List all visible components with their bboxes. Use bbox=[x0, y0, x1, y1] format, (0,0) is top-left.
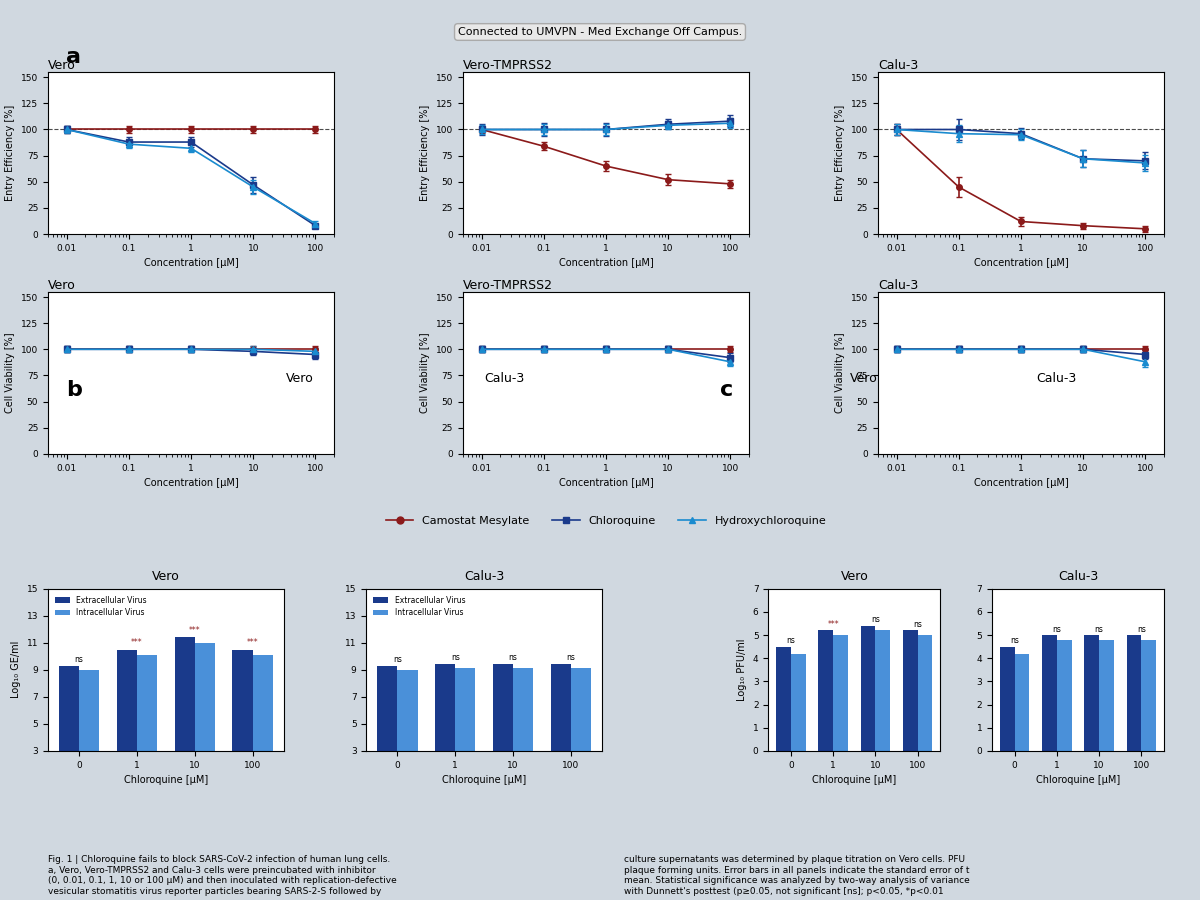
Bar bbox=[233, 650, 253, 791]
Bar bbox=[791, 653, 805, 751]
Bar bbox=[1099, 640, 1114, 751]
Bar bbox=[514, 669, 533, 791]
Text: ***: *** bbox=[247, 638, 258, 647]
Bar bbox=[1141, 640, 1156, 751]
Text: Calu-3: Calu-3 bbox=[878, 59, 918, 72]
Text: ***: *** bbox=[190, 626, 200, 635]
Title: Vero: Vero bbox=[152, 571, 180, 583]
X-axis label: Concentration [μM]: Concentration [μM] bbox=[559, 258, 653, 268]
Text: ns: ns bbox=[451, 653, 460, 662]
X-axis label: Concentration [μM]: Concentration [μM] bbox=[144, 478, 239, 488]
Text: c: c bbox=[720, 380, 733, 400]
Text: ***: *** bbox=[131, 638, 143, 647]
Text: ns: ns bbox=[392, 654, 402, 663]
Bar bbox=[194, 643, 215, 791]
Title: Calu-3: Calu-3 bbox=[464, 571, 504, 583]
Y-axis label: Entry Efficiency [%]: Entry Efficiency [%] bbox=[835, 105, 845, 201]
X-axis label: Chloroquine [μM]: Chloroquine [μM] bbox=[812, 775, 896, 785]
Bar bbox=[1042, 635, 1057, 751]
Bar bbox=[551, 664, 571, 791]
Text: Fig. 1 | Chloroquine fails to block SARS-CoV-2 infection of human lung cells.
a,: Fig. 1 | Chloroquine fails to block SARS… bbox=[48, 855, 397, 896]
Y-axis label: Log₁₀ GE/ml: Log₁₀ GE/ml bbox=[11, 641, 22, 698]
Bar bbox=[397, 670, 418, 791]
Text: Calu-3: Calu-3 bbox=[878, 279, 918, 292]
Text: Vero: Vero bbox=[48, 59, 76, 72]
Y-axis label: Cell Viability [%]: Cell Viability [%] bbox=[6, 332, 16, 413]
Bar bbox=[253, 655, 274, 791]
Y-axis label: Entry Efficiency [%]: Entry Efficiency [%] bbox=[420, 105, 431, 201]
Bar bbox=[1014, 653, 1030, 751]
Bar bbox=[918, 635, 932, 751]
X-axis label: Concentration [μM]: Concentration [μM] bbox=[559, 478, 653, 488]
Text: Calu-3: Calu-3 bbox=[484, 373, 524, 385]
Text: culture supernatants was determined by plaque titration on Vero cells. PFU
plaqu: culture supernatants was determined by p… bbox=[624, 855, 970, 896]
Bar bbox=[860, 626, 876, 751]
Bar bbox=[1057, 640, 1072, 751]
X-axis label: Chloroquine [μM]: Chloroquine [μM] bbox=[442, 775, 527, 785]
X-axis label: Concentration [μM]: Concentration [μM] bbox=[973, 478, 1068, 488]
Y-axis label: Entry Efficiency [%]: Entry Efficiency [%] bbox=[6, 105, 16, 201]
X-axis label: Chloroquine [μM]: Chloroquine [μM] bbox=[1036, 775, 1120, 785]
Text: ns: ns bbox=[1052, 625, 1061, 634]
Text: Vero: Vero bbox=[286, 373, 314, 385]
Bar bbox=[116, 650, 137, 791]
Legend: Extracellular Virus, Intracellular Virus: Extracellular Virus, Intracellular Virus bbox=[52, 592, 150, 620]
X-axis label: Chloroquine [μM]: Chloroquine [μM] bbox=[124, 775, 208, 785]
Bar bbox=[902, 630, 918, 751]
Text: Vero-TMPRSS2: Vero-TMPRSS2 bbox=[463, 59, 553, 72]
Text: Vero-TMPRSS2: Vero-TMPRSS2 bbox=[463, 279, 553, 292]
Bar bbox=[59, 666, 79, 791]
Bar bbox=[434, 664, 455, 791]
Bar bbox=[377, 666, 397, 791]
X-axis label: Concentration [μM]: Concentration [μM] bbox=[973, 258, 1068, 268]
Text: Calu-3: Calu-3 bbox=[1036, 373, 1076, 385]
Bar bbox=[1085, 635, 1099, 751]
Bar bbox=[776, 646, 791, 751]
Y-axis label: Log₁₀ PFU/ml: Log₁₀ PFU/ml bbox=[737, 638, 748, 701]
Text: ns: ns bbox=[913, 620, 922, 629]
Legend: Camostat Mesylate, Chloroquine, Hydroxychloroquine: Camostat Mesylate, Chloroquine, Hydroxyc… bbox=[382, 512, 830, 531]
Bar bbox=[571, 669, 592, 791]
Bar bbox=[137, 655, 157, 791]
Bar bbox=[493, 664, 514, 791]
Bar bbox=[818, 630, 833, 751]
Text: ns: ns bbox=[1136, 625, 1146, 634]
Text: ns: ns bbox=[1010, 636, 1019, 645]
Y-axis label: Cell Viability [%]: Cell Viability [%] bbox=[835, 332, 845, 413]
Bar bbox=[79, 670, 100, 791]
Bar bbox=[876, 630, 890, 751]
Text: ns: ns bbox=[566, 653, 576, 662]
Bar bbox=[174, 637, 194, 791]
Text: a: a bbox=[66, 47, 82, 67]
Text: ***: *** bbox=[827, 620, 839, 629]
Bar bbox=[1000, 646, 1014, 751]
Y-axis label: Cell Viability [%]: Cell Viability [%] bbox=[420, 332, 431, 413]
Bar bbox=[833, 635, 848, 751]
X-axis label: Concentration [μM]: Concentration [μM] bbox=[144, 258, 239, 268]
Bar bbox=[1127, 635, 1141, 751]
Text: Vero: Vero bbox=[48, 279, 76, 292]
Title: Calu-3: Calu-3 bbox=[1058, 571, 1098, 583]
Title: Vero: Vero bbox=[840, 571, 868, 583]
Text: ns: ns bbox=[786, 636, 796, 645]
Text: b: b bbox=[66, 380, 82, 400]
Text: ns: ns bbox=[509, 653, 517, 662]
Text: ns: ns bbox=[74, 654, 84, 663]
Text: Vero: Vero bbox=[850, 373, 878, 385]
Text: ns: ns bbox=[871, 616, 880, 625]
Bar bbox=[455, 669, 475, 791]
Text: Connected to UMVPN - Med Exchange Off Campus.: Connected to UMVPN - Med Exchange Off Ca… bbox=[458, 27, 742, 37]
Legend: Extracellular Virus, Intracellular Virus: Extracellular Virus, Intracellular Virus bbox=[370, 592, 468, 620]
Text: ns: ns bbox=[1094, 625, 1104, 634]
